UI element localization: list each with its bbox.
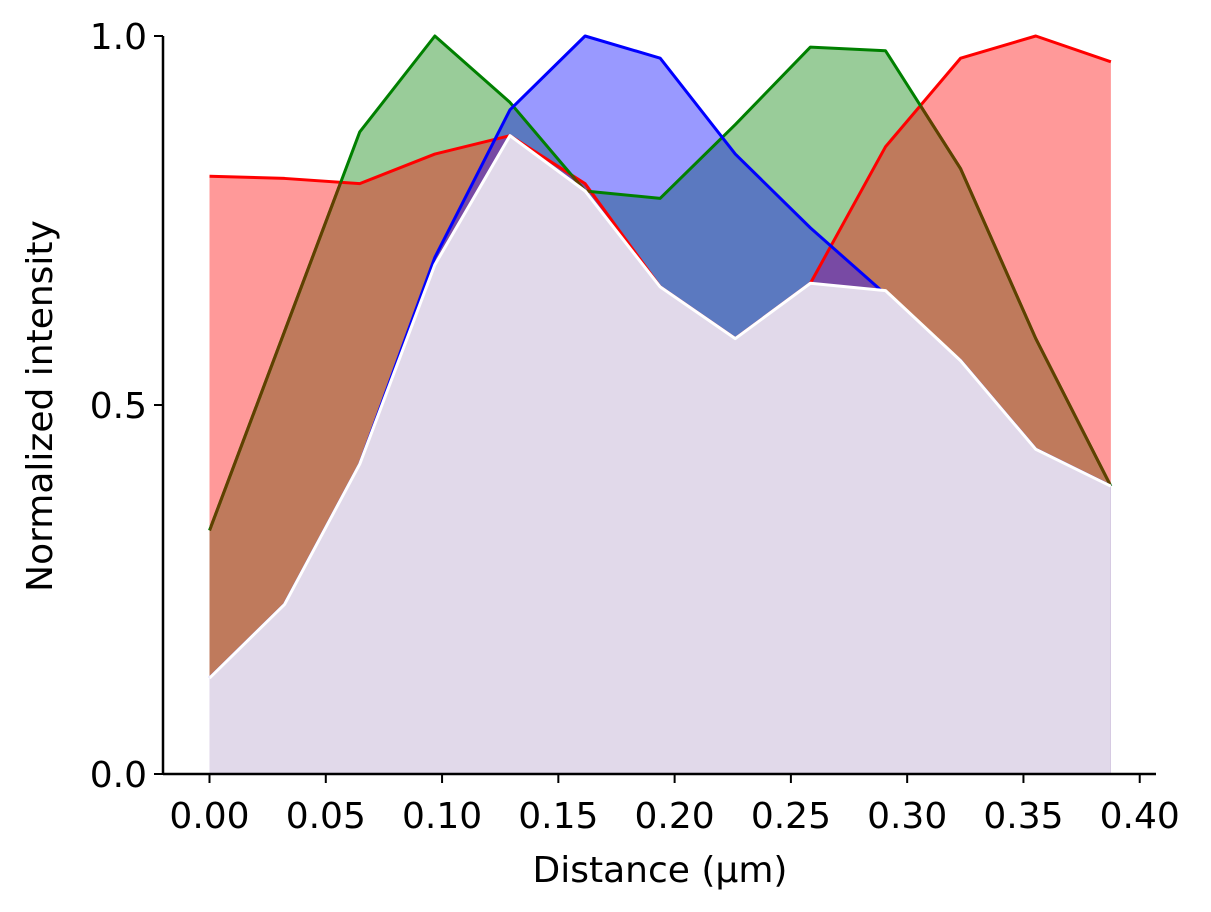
x-tick-label: 0.20	[635, 796, 715, 837]
plot-area	[208, 34, 1113, 774]
min-envelope-line	[208, 134, 1112, 680]
x-tick-label: 0.25	[751, 796, 831, 837]
y-tick-label: 0.5	[90, 386, 147, 427]
y-tick-label: 1.0	[90, 17, 147, 58]
y-tick-label: 0.0	[90, 755, 147, 796]
x-tick-label: 0.15	[518, 796, 598, 837]
min-envelope-area	[209, 135, 1111, 774]
x-tick-label: 0.10	[402, 796, 482, 837]
x-axis-label: Distance (µm)	[533, 850, 788, 891]
x-tick-label: 0.30	[867, 796, 947, 837]
axes: 0.00 0.05 0.10 0.15 0.20 0.25 0.30 0.35 0.40 0.0 0…	[90, 17, 1180, 837]
x-tick-label: 0.35	[983, 796, 1063, 837]
x-tick-label: 0.40	[1100, 796, 1180, 837]
y-axis-label: Normalized intensity	[20, 220, 61, 592]
x-tick-label: 0.05	[286, 796, 366, 837]
x-tick-label: 0.00	[169, 796, 249, 837]
